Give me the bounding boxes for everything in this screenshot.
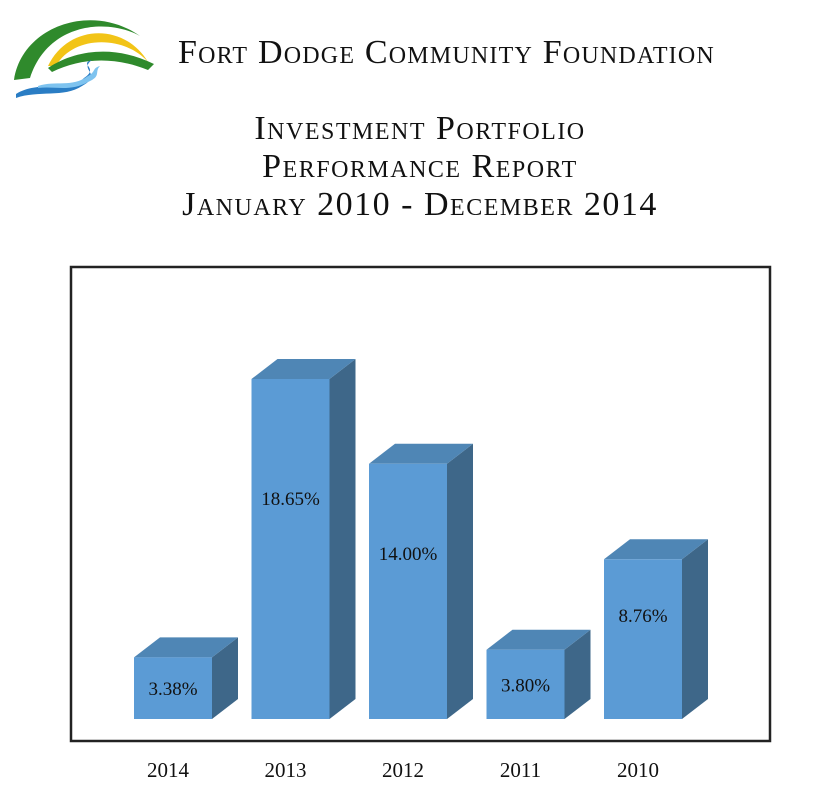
bar-top-2014 bbox=[134, 637, 238, 658]
bar-side-2014 bbox=[212, 637, 238, 719]
x-axis-ticks: 2014 2013 2012 2011 2010 bbox=[147, 758, 659, 782]
bar-top-2010 bbox=[604, 539, 708, 560]
x-tick-label: 2014 bbox=[147, 758, 190, 782]
x-tick-label: 2010 bbox=[617, 758, 659, 782]
data-label: 3.80% bbox=[501, 675, 550, 696]
bar-top-2013 bbox=[251, 359, 356, 379]
bar-top-2012 bbox=[369, 443, 473, 464]
bar-top-2011 bbox=[486, 629, 591, 650]
bar-2011: 3.80% bbox=[486, 629, 591, 719]
bar-front-2014 bbox=[134, 657, 212, 719]
report-title-line-3: January 2010 - December 2014 bbox=[182, 186, 658, 223]
bar-front-2012 bbox=[369, 463, 447, 719]
logo-yellow-arc bbox=[48, 33, 148, 66]
x-tick-label: 2013 bbox=[265, 758, 307, 782]
report-title-line-2: Performance Report bbox=[262, 148, 578, 185]
report-title-line-1: Investment Portfolio bbox=[254, 110, 586, 147]
data-label: 8.76% bbox=[618, 606, 667, 627]
data-label: 18.65% bbox=[261, 489, 320, 510]
chart-bars: 3.38% 18.65% 14.00% 3.80% 8.76% bbox=[134, 359, 708, 719]
bar-2014: 3.38% bbox=[134, 637, 238, 719]
x-tick-label: 2012 bbox=[382, 758, 424, 782]
bar-front-2011 bbox=[486, 649, 565, 719]
bar-side-2013 bbox=[329, 359, 356, 719]
logo-green-hill bbox=[48, 51, 154, 72]
bar-2010: 8.76% bbox=[604, 539, 708, 719]
logo-river bbox=[16, 60, 92, 98]
chart-frame bbox=[69, 265, 772, 743]
foundation-logo bbox=[14, 20, 154, 98]
data-label: 14.00% bbox=[379, 544, 438, 565]
data-label: 3.38% bbox=[148, 679, 197, 700]
bar-side-2010 bbox=[682, 539, 708, 719]
bar-2013: 18.65% bbox=[251, 359, 356, 719]
report-title: Investment Portfolio Performance Report … bbox=[60, 110, 780, 224]
bar-side-2012 bbox=[447, 443, 473, 719]
logo-green-arc bbox=[14, 20, 140, 80]
bar-side-2011 bbox=[564, 629, 591, 719]
bar-front-2010 bbox=[604, 559, 682, 719]
bar-2012: 14.00% bbox=[369, 443, 473, 719]
organization-name: Fort Dodge Community Foundation bbox=[178, 34, 715, 71]
x-tick-label: 2011 bbox=[500, 758, 541, 782]
logo-river-light bbox=[38, 66, 100, 88]
bar-front-2013 bbox=[251, 379, 330, 719]
